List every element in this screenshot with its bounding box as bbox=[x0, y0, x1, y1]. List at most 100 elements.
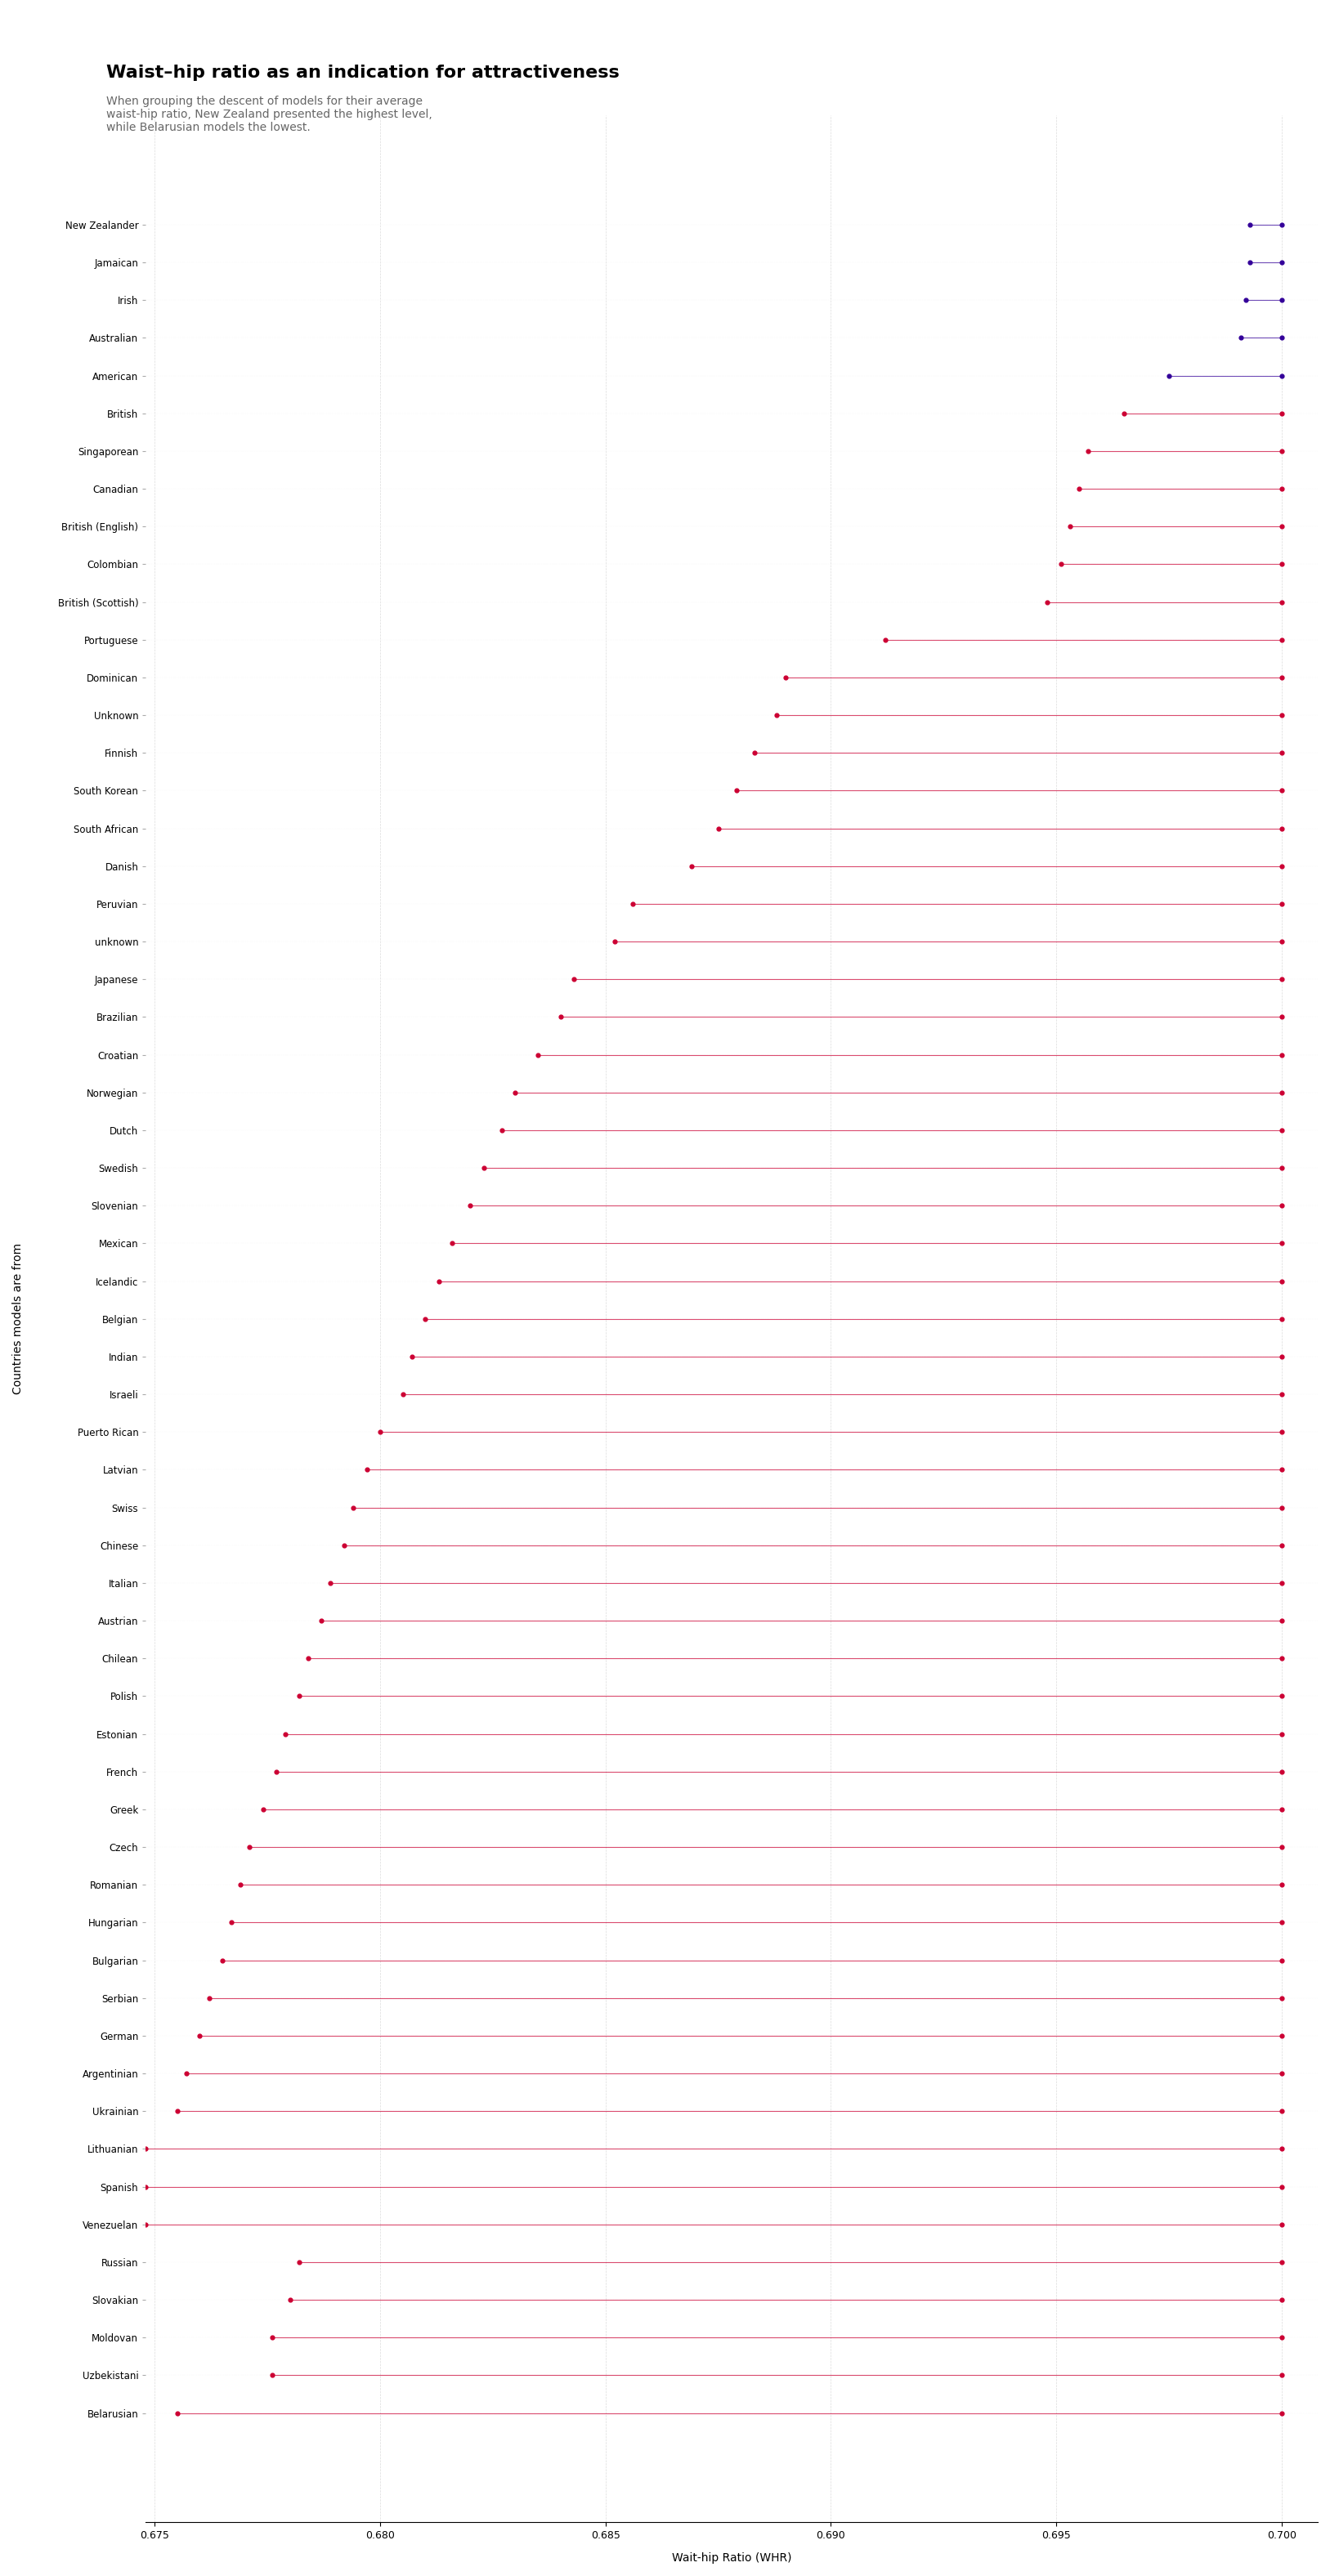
Point bbox=[343, 1486, 364, 1528]
Point bbox=[1271, 2393, 1293, 2434]
Point bbox=[491, 1110, 512, 1151]
Point bbox=[1271, 1674, 1293, 1716]
Point bbox=[1271, 1940, 1293, 1981]
Point bbox=[1271, 997, 1293, 1038]
Point bbox=[1051, 544, 1072, 585]
Point bbox=[1271, 1260, 1293, 1301]
Point bbox=[1271, 1110, 1293, 1151]
Point bbox=[473, 1146, 495, 1188]
Point bbox=[1271, 469, 1293, 510]
Point bbox=[527, 1033, 548, 1074]
Point bbox=[549, 997, 571, 1038]
Point bbox=[1271, 544, 1293, 585]
Point bbox=[1271, 732, 1293, 773]
Point bbox=[211, 1940, 233, 1981]
Point bbox=[1271, 2014, 1293, 2056]
Point bbox=[1271, 1600, 1293, 1641]
Point bbox=[442, 1224, 463, 1265]
Point bbox=[1113, 392, 1134, 433]
Point bbox=[189, 2014, 210, 2056]
Point bbox=[136, 2202, 157, 2244]
Point bbox=[1271, 1373, 1293, 1414]
Point bbox=[415, 1298, 436, 1340]
Point bbox=[564, 958, 585, 999]
Point bbox=[1271, 1072, 1293, 1113]
Point bbox=[1271, 281, 1293, 322]
Point bbox=[1271, 1298, 1293, 1340]
Point bbox=[1271, 317, 1293, 358]
Point bbox=[604, 922, 625, 963]
Point bbox=[1036, 582, 1057, 623]
Point bbox=[874, 618, 895, 659]
Point bbox=[1271, 1337, 1293, 1378]
Point bbox=[1271, 505, 1293, 546]
Point bbox=[1230, 317, 1252, 358]
Point bbox=[1271, 845, 1293, 886]
Point bbox=[1271, 884, 1293, 925]
Point bbox=[230, 1865, 251, 1906]
Point bbox=[253, 1788, 274, 1829]
Point bbox=[1271, 1525, 1293, 1566]
Point bbox=[460, 1185, 481, 1226]
Point bbox=[176, 2053, 197, 2094]
Text: When grouping the descent of models for their average
waist-hip ratio, New Zeala: When grouping the descent of models for … bbox=[106, 95, 432, 134]
Point bbox=[1271, 1185, 1293, 1226]
Point bbox=[1158, 355, 1180, 397]
Point bbox=[289, 1674, 310, 1716]
Point bbox=[1271, 2166, 1293, 2208]
Point bbox=[1271, 657, 1293, 698]
Point bbox=[1271, 1033, 1293, 1074]
Point bbox=[298, 1638, 319, 1680]
Point bbox=[743, 732, 765, 773]
Point bbox=[321, 1561, 342, 1602]
Point bbox=[1271, 1224, 1293, 1265]
X-axis label: Wait-hip Ratio (WHR): Wait-hip Ratio (WHR) bbox=[672, 2553, 791, 2563]
Point bbox=[1240, 242, 1261, 283]
Point bbox=[136, 2128, 157, 2169]
Point bbox=[1271, 2241, 1293, 2282]
Point bbox=[334, 1525, 355, 1566]
Point bbox=[1271, 618, 1293, 659]
Point bbox=[1271, 1713, 1293, 1754]
Point bbox=[261, 2316, 282, 2357]
Point bbox=[1271, 1486, 1293, 1528]
Point bbox=[1271, 1638, 1293, 1680]
Point bbox=[1068, 469, 1089, 510]
Point bbox=[289, 2241, 310, 2282]
Point bbox=[766, 696, 787, 737]
Point bbox=[392, 1373, 414, 1414]
Point bbox=[1271, 696, 1293, 737]
Point bbox=[1271, 2280, 1293, 2321]
Text: Waist–hip ratio as an indication for attractiveness: Waist–hip ratio as an indication for att… bbox=[106, 64, 620, 80]
Point bbox=[1271, 922, 1293, 963]
Point bbox=[239, 1826, 261, 1868]
Point bbox=[356, 1450, 378, 1492]
Point bbox=[1271, 1752, 1293, 1793]
Point bbox=[1271, 1450, 1293, 1492]
Point bbox=[221, 1901, 242, 1942]
Point bbox=[166, 2092, 188, 2133]
Point bbox=[1271, 204, 1293, 245]
Point bbox=[266, 1752, 287, 1793]
Point bbox=[726, 770, 747, 811]
Point bbox=[1271, 809, 1293, 850]
Point bbox=[1271, 1978, 1293, 2020]
Point bbox=[1271, 430, 1293, 471]
Point bbox=[1271, 1826, 1293, 1868]
Point bbox=[681, 845, 702, 886]
Point bbox=[1271, 958, 1293, 999]
Point bbox=[1271, 355, 1293, 397]
Point bbox=[708, 809, 729, 850]
Point bbox=[1077, 430, 1099, 471]
Point bbox=[428, 1260, 450, 1301]
Point bbox=[1271, 1561, 1293, 1602]
Point bbox=[1271, 2316, 1293, 2357]
Point bbox=[1059, 505, 1080, 546]
Point bbox=[1271, 2092, 1293, 2133]
Point bbox=[1271, 2053, 1293, 2094]
Point bbox=[261, 2354, 282, 2396]
Point bbox=[1271, 2202, 1293, 2244]
Point bbox=[1271, 1788, 1293, 1829]
Point bbox=[1271, 1865, 1293, 1906]
Point bbox=[402, 1337, 423, 1378]
